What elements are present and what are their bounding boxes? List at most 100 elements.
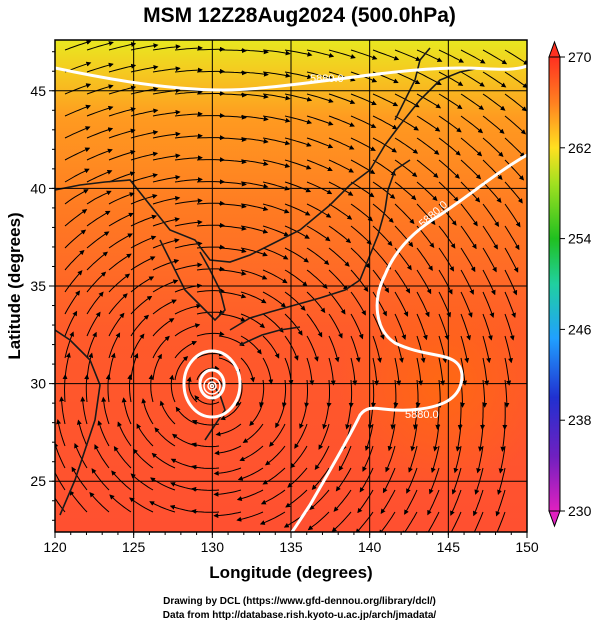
streamline xyxy=(504,115,527,135)
streamline xyxy=(174,262,203,271)
x-tick-label: 145 xyxy=(437,539,461,555)
streamline xyxy=(130,235,157,249)
streamline xyxy=(174,177,203,183)
streamline xyxy=(284,203,311,216)
streamline xyxy=(350,203,373,222)
streamline xyxy=(174,340,198,359)
streamline xyxy=(328,203,353,220)
streamline xyxy=(438,269,453,295)
streamline xyxy=(219,92,247,98)
streamline xyxy=(306,115,334,126)
streamline xyxy=(306,335,319,362)
streamline xyxy=(482,269,496,296)
streamline xyxy=(150,477,176,491)
streamline xyxy=(191,442,220,448)
streamline xyxy=(109,494,132,513)
streamline xyxy=(174,323,201,337)
streamline xyxy=(108,42,137,51)
streamline xyxy=(196,266,225,272)
streamline xyxy=(284,49,313,57)
streamline xyxy=(306,247,330,265)
streamline xyxy=(130,130,159,139)
streamline xyxy=(438,137,461,156)
streamline xyxy=(64,83,92,95)
streamline xyxy=(394,137,419,154)
streamline xyxy=(438,313,450,341)
streamline xyxy=(372,49,400,61)
streamline xyxy=(404,489,418,515)
streamline xyxy=(191,464,220,470)
streamline xyxy=(416,159,439,178)
streamline xyxy=(416,247,433,272)
streamline xyxy=(306,225,331,242)
streamline xyxy=(130,173,158,183)
map-title: MSM 12Z28Aug2024 (500.0hPa) xyxy=(143,4,456,27)
temperature-field: 5880.0 5880.0 5880.0 xyxy=(55,40,527,532)
streamline xyxy=(262,291,287,308)
streamline xyxy=(438,159,460,179)
streamline xyxy=(152,318,175,337)
streamline xyxy=(460,93,484,111)
streamline xyxy=(108,107,136,117)
streamline xyxy=(108,332,121,359)
streamline xyxy=(453,445,462,474)
streamline xyxy=(372,247,391,270)
streamline xyxy=(218,203,247,209)
streamline xyxy=(152,44,181,51)
streamline xyxy=(482,291,495,318)
streamline xyxy=(284,115,313,125)
streamline xyxy=(394,335,404,363)
streamline xyxy=(457,402,463,430)
x-tick-label: 150 xyxy=(515,539,539,555)
streamline xyxy=(504,225,520,251)
streamline xyxy=(306,159,333,172)
streamline xyxy=(196,351,225,359)
streamline xyxy=(174,356,189,381)
contour-label: 5880.0 xyxy=(405,409,439,421)
y-axis-label: Latitude (degrees) xyxy=(5,212,24,359)
streamline xyxy=(196,68,225,74)
streamline xyxy=(328,93,356,105)
streamline xyxy=(306,49,335,58)
streamline xyxy=(394,93,420,108)
streamline xyxy=(218,269,247,276)
streamline xyxy=(284,247,309,263)
streamline xyxy=(372,225,393,247)
streamline xyxy=(154,427,176,447)
streamline xyxy=(151,452,176,469)
streamline xyxy=(236,489,264,501)
streamline xyxy=(262,137,291,146)
credit-data: Data from http://database.rish.kyoto-u.a… xyxy=(162,610,437,621)
streamline xyxy=(482,181,502,203)
streamline xyxy=(64,229,87,249)
streamline xyxy=(174,155,203,161)
streamline xyxy=(108,128,136,139)
streamline xyxy=(108,171,136,183)
streamline xyxy=(86,311,101,337)
streamline xyxy=(64,104,91,117)
colorbar-min-arrow xyxy=(548,510,561,528)
streamline xyxy=(262,159,291,168)
streamline xyxy=(394,291,409,317)
streamline xyxy=(294,423,308,449)
streamline xyxy=(504,203,521,228)
streamline xyxy=(74,442,88,469)
y-tick-label: 25 xyxy=(30,473,46,489)
streamline xyxy=(504,49,527,65)
streamline xyxy=(262,313,284,333)
streamline xyxy=(191,486,220,492)
streamline xyxy=(416,49,443,62)
streamline xyxy=(62,374,68,403)
streamline xyxy=(262,93,291,101)
streamline xyxy=(236,511,264,522)
streamline xyxy=(56,419,66,447)
streamline xyxy=(249,401,264,427)
streamline xyxy=(213,489,242,497)
colorbar-tick-label: 262 xyxy=(568,140,592,156)
streamline xyxy=(394,115,419,131)
streamline xyxy=(240,181,269,189)
streamline xyxy=(240,247,268,257)
streamline xyxy=(306,203,332,218)
x-tick-label: 125 xyxy=(122,539,146,555)
streamline xyxy=(213,467,242,476)
